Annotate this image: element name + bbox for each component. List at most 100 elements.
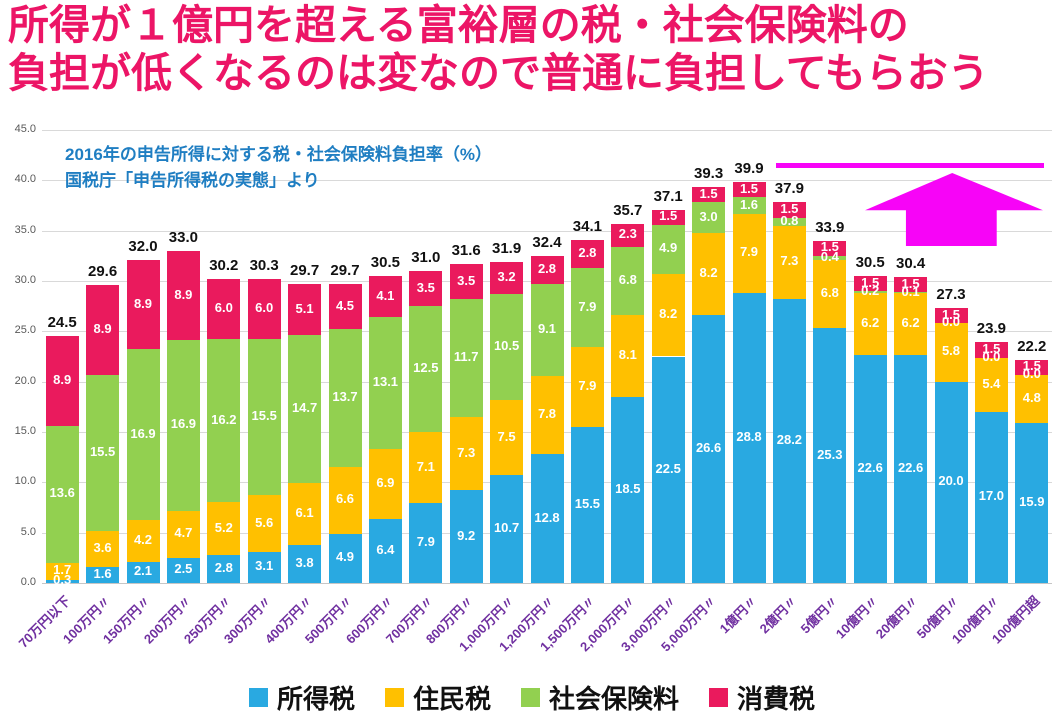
bar-segment-社会保険料 xyxy=(247,339,281,496)
bar-segment-消費税 xyxy=(490,261,524,295)
bar-segment-label: 7.9 xyxy=(578,378,597,394)
bar-segment-label: 1.5 xyxy=(901,275,920,291)
y-axis-tick: 45.0 xyxy=(14,123,36,135)
bar-segment-label: 25.3 xyxy=(817,446,843,462)
bar-segment-label: 8.9 xyxy=(93,320,112,336)
bar-segment-label: 4.7 xyxy=(174,525,193,541)
bar-segment-消費税 xyxy=(530,255,564,284)
bar-segment-label: 1.6 xyxy=(93,565,112,581)
bar-segment-住民税 xyxy=(894,293,928,356)
bar-segment-住民税 xyxy=(45,562,79,580)
y-axis-tick: 20.0 xyxy=(14,374,36,387)
bar-segment-label: 3.5 xyxy=(457,272,476,288)
bar-segment-所得税 xyxy=(772,299,806,583)
legend: 所得税 住民税 社会保険料 消費税 xyxy=(0,679,1064,716)
bar-segment-消費税 xyxy=(247,278,281,340)
bar-segment-label: 1.6 xyxy=(739,196,759,212)
bar-total-label: 29.7 xyxy=(289,262,320,280)
legend-item-所得税: 所得税 xyxy=(248,679,355,716)
bar-segment-label: 7.9 xyxy=(416,534,435,550)
bar-total-label: 30.5 xyxy=(370,253,400,271)
legend-item-消費税: 消費税 xyxy=(709,679,815,716)
bar-segment-住民税 xyxy=(651,273,685,357)
bar-segment-label: 2.8 xyxy=(537,260,557,276)
bar-segment-住民税 xyxy=(449,416,483,491)
bar-segment-消費税 xyxy=(409,270,443,307)
gridline xyxy=(42,583,1052,584)
bar-segment-社会保険料 xyxy=(570,267,604,348)
bar-segment-社会保険料 xyxy=(368,317,402,450)
bar-segment-消費税 xyxy=(207,278,241,340)
bar-segment-住民税 xyxy=(853,293,887,356)
bar-segment-label: 7.9 xyxy=(578,298,597,314)
bar-segment-社会保険料 xyxy=(409,306,443,432)
bar-segment-所得税 xyxy=(974,411,1008,583)
bar-segment-label: 1.5 xyxy=(861,274,880,290)
bar-segment-label: 7.9 xyxy=(739,244,759,260)
bar-total-label: 31.9 xyxy=(491,239,522,257)
bar-total-label: 22.2 xyxy=(1017,337,1047,355)
bar-total-label: 39.3 xyxy=(693,165,724,183)
y-axis-tick: 15.0 xyxy=(14,425,36,437)
bar-segment-label: 5.6 xyxy=(255,514,274,530)
legend-label: 住民税 xyxy=(412,684,491,714)
bar-segment-住民税 xyxy=(813,259,847,329)
gridline xyxy=(42,180,1052,182)
bar-segment-label: 9.2 xyxy=(457,527,476,543)
bar-total-label: 31.0 xyxy=(411,248,441,266)
bar-segment-label: 6.1 xyxy=(295,505,314,521)
bar-segment-label: 10.7 xyxy=(493,520,520,536)
y-axis-tick: 10.0 xyxy=(14,475,36,488)
y-axis-tick: 40.0 xyxy=(14,173,36,186)
bar-segment-label: 12.8 xyxy=(534,509,560,525)
y-axis-tick: 0.0 xyxy=(20,576,36,588)
bar-segment-label: 4.9 xyxy=(335,549,355,565)
bar-segment-所得税 xyxy=(449,490,483,583)
bar-segment-消費税 xyxy=(328,284,362,330)
bar-segment-label: 6.0 xyxy=(214,300,233,316)
bar-segment-label: 8.1 xyxy=(618,346,637,362)
bar-segment-label: 5.2 xyxy=(214,519,233,535)
bar-total-label: 39.9 xyxy=(734,160,764,178)
bar-segment-住民税 xyxy=(328,467,362,534)
bar-segment-label: 9.1 xyxy=(537,320,557,336)
bar-segment-label: 15.5 xyxy=(574,495,601,511)
bar-total-label: 34.1 xyxy=(572,217,602,235)
bar-segment-label: 18.5 xyxy=(615,480,641,496)
bar-segment-所得税 xyxy=(368,518,402,583)
bar-segment-label: 8.9 xyxy=(133,295,153,311)
bar-total-label: 29.6 xyxy=(87,263,118,281)
bar-segment-label: 1.5 xyxy=(659,208,678,224)
bar-segment-消費税 xyxy=(1015,359,1049,375)
bar-segment-label: 6.9 xyxy=(376,474,395,490)
bar-segment-label: 6.8 xyxy=(618,272,637,287)
bar-segment-消費税 xyxy=(651,209,685,225)
bar-segment-所得税 xyxy=(166,557,200,583)
bar-segment-label: 1.5 xyxy=(1022,358,1041,374)
legend-swatch-icon xyxy=(709,688,729,707)
bar-segment-label: 2.1 xyxy=(133,563,153,579)
bar-segment-label: 15.9 xyxy=(1019,493,1045,509)
bar-segment-社会保険料 xyxy=(490,294,524,400)
bar-total-label: 30.3 xyxy=(249,256,279,274)
bar-segment-所得税 xyxy=(45,579,79,583)
annotation-line1: 2016年の申告所得に対する税・社会保険料負担率（%） xyxy=(65,145,492,164)
bar-segment-所得税 xyxy=(934,381,968,583)
bar-segment-住民税 xyxy=(126,519,160,562)
bar-segment-label: 4.1 xyxy=(376,287,395,303)
bar-segment-所得税 xyxy=(126,561,160,583)
bar-segment-label: 6.4 xyxy=(376,541,395,557)
bar-total-label: 32.4 xyxy=(532,233,562,251)
x-axis-label-text: 70万円以下 xyxy=(15,593,73,651)
bar-segment-label: 3.1 xyxy=(255,558,274,574)
bar-segment-住民税 xyxy=(409,432,443,504)
bar-segment-消費税 xyxy=(570,239,604,268)
bar-segment-社会保険料 xyxy=(126,349,160,520)
legend-label: 社会保険料 xyxy=(549,684,680,714)
bar-segment-消費税 xyxy=(611,223,645,247)
bar-segment-住民税 xyxy=(934,323,968,382)
gridline xyxy=(42,130,1052,131)
bar-segment-消費税 xyxy=(86,285,120,375)
bar-segment-所得税 xyxy=(247,551,281,583)
legend-label: 消費税 xyxy=(737,684,816,714)
